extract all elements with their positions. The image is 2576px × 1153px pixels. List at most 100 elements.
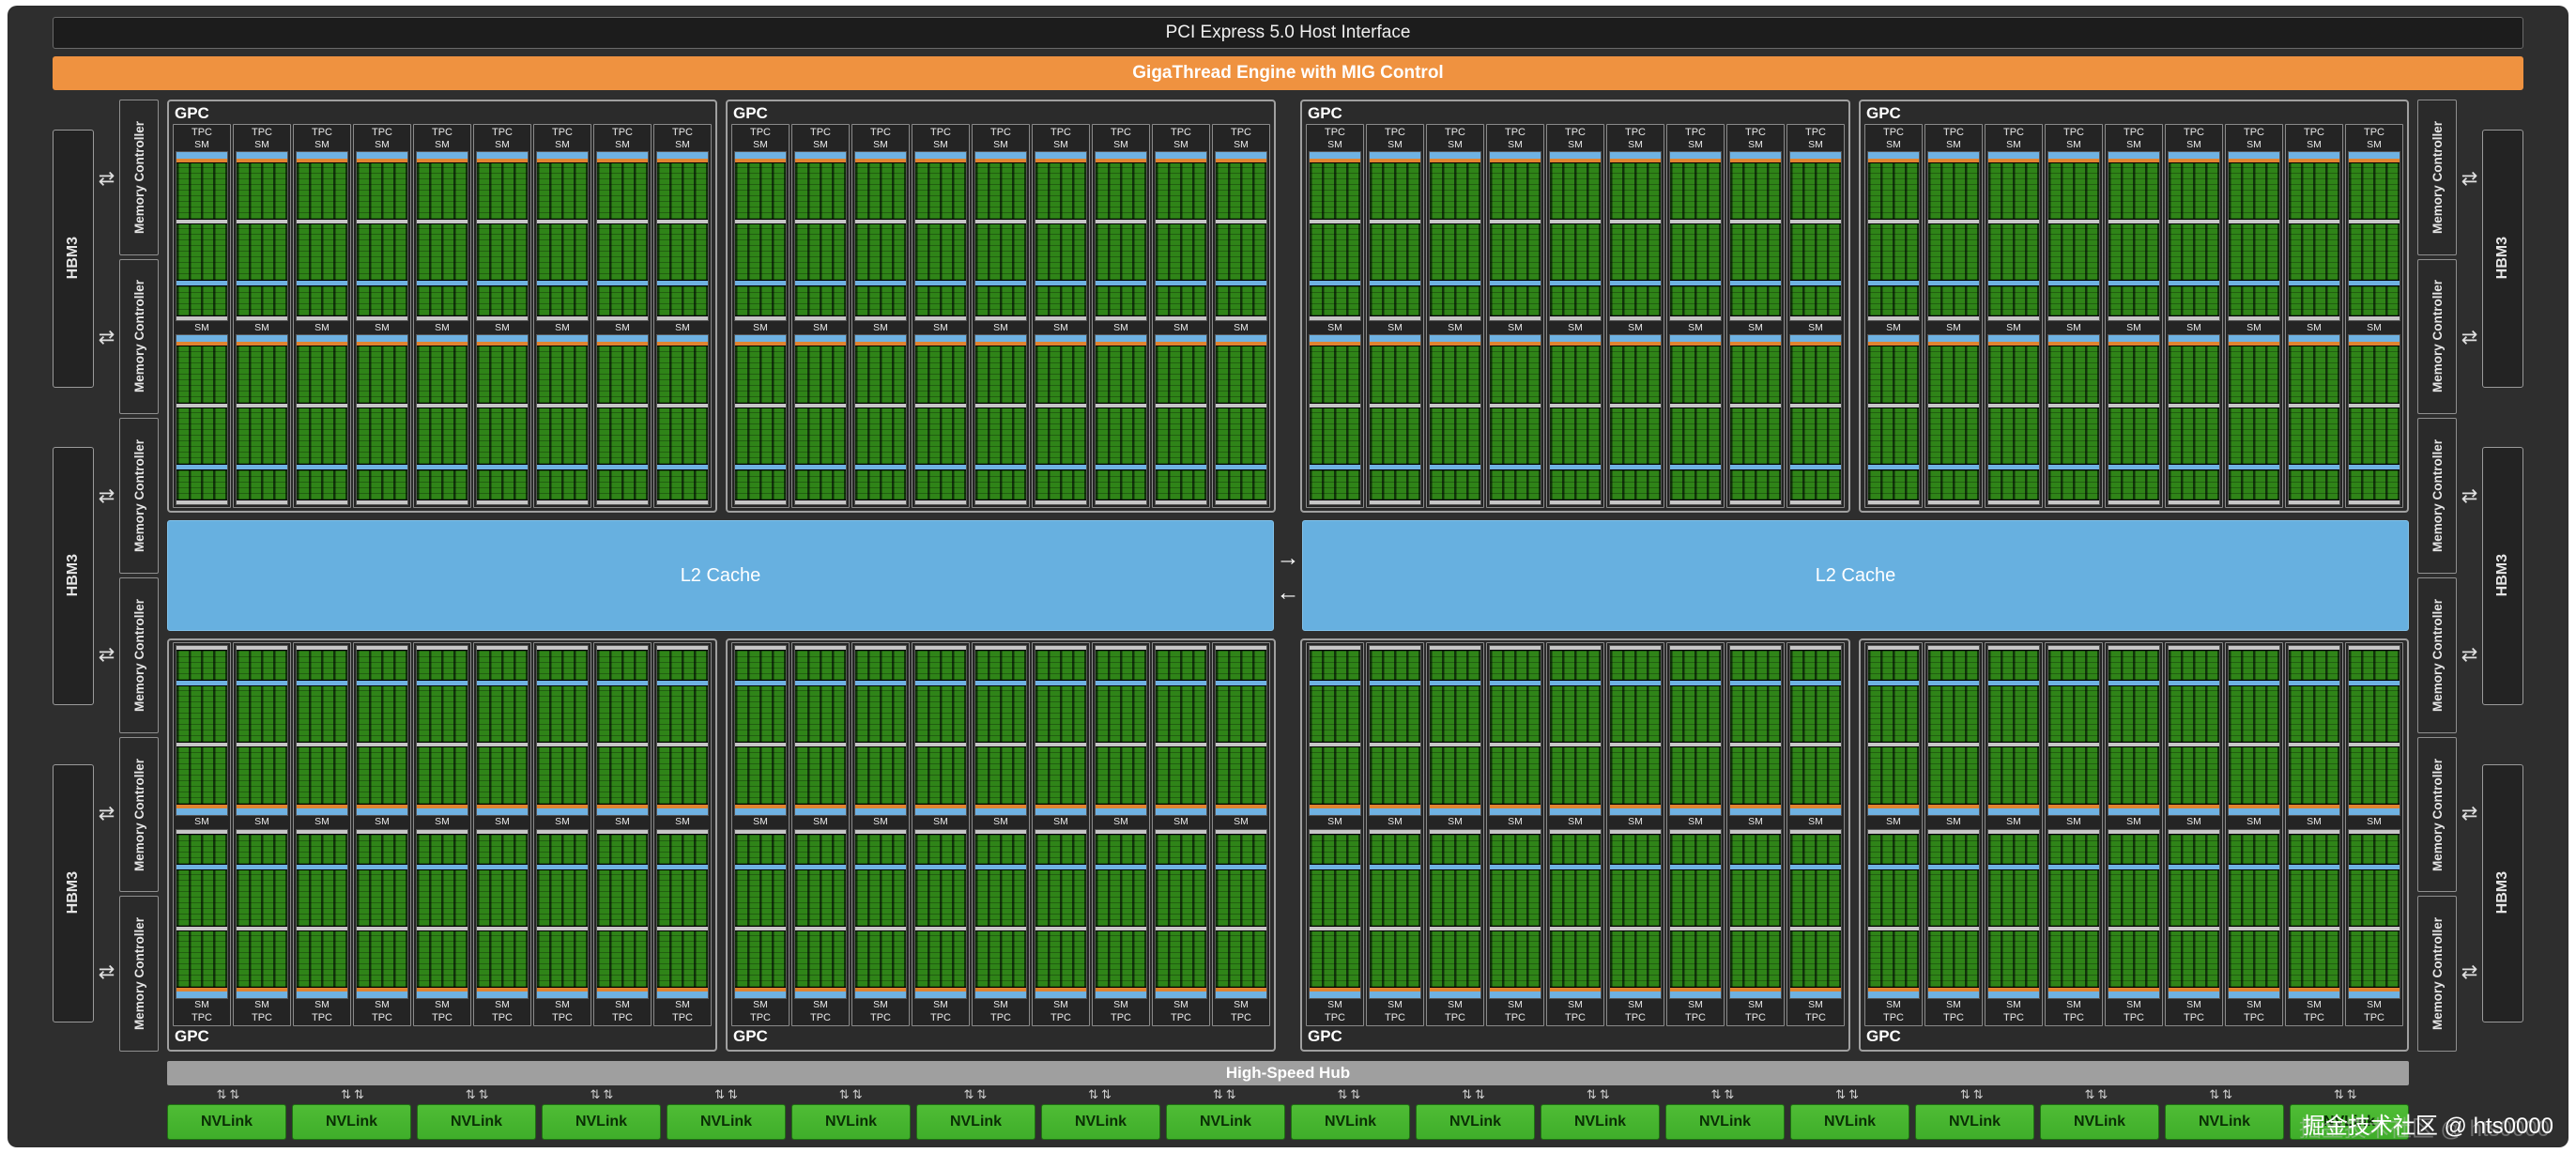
core-grid	[1216, 285, 1266, 316]
sm-block: SM	[1094, 322, 1148, 506]
sm-body	[794, 645, 847, 816]
memory-controller-column-left: Memory ControllerMemory ControllerMemory…	[119, 100, 159, 1052]
core-grid	[417, 469, 468, 500]
ldst-strip	[477, 500, 528, 504]
core-grid	[1370, 869, 1420, 927]
sm-block: SM	[1866, 139, 1921, 323]
updown-arrows-icon: ⇅⇅	[1413, 1085, 1538, 1104]
sm-label: SM	[1034, 999, 1088, 1011]
updown-arrows-icon: ⇅⇅	[541, 1085, 666, 1104]
memory-controller-block: Memory Controller	[119, 577, 159, 733]
hbm-column-right: HBM3HBM3HBM3	[2482, 100, 2523, 1052]
core-grid	[357, 834, 407, 865]
core-grid	[1216, 407, 1266, 465]
gpc-block: GPCTPCSMSMTPCSMSMTPCSMSMTPCSMSMTPCSMSMTP…	[1859, 100, 2409, 513]
l1-cache-strip	[1928, 992, 1979, 998]
sm-label: SM	[1926, 322, 1981, 334]
core-grid	[795, 162, 846, 220]
core-grid	[1550, 869, 1601, 927]
l1-cache-strip	[597, 808, 648, 815]
core-grid	[1790, 346, 1841, 403]
core-grid	[417, 346, 468, 403]
l1-cache-strip	[477, 808, 528, 815]
ldst-strip	[1868, 500, 1919, 504]
sm-block: SM	[235, 322, 289, 506]
sm-label: SM	[1154, 816, 1208, 828]
sm-label: SM	[235, 322, 289, 334]
sm-block: SM	[1308, 139, 1362, 323]
core-grid	[1035, 869, 1086, 927]
l1-cache-strip	[477, 992, 528, 998]
tpc-block: SMSMTPC	[1924, 642, 1983, 1026]
nvlink-block: NVLink	[1416, 1104, 1535, 1140]
sm-label: SM	[1548, 322, 1602, 334]
sm-body	[914, 334, 967, 505]
hbm3-block: HBM3	[53, 130, 94, 388]
l1-cache-strip	[1216, 335, 1266, 342]
tpc-label: TPC	[1986, 1011, 2041, 1024]
core-grid	[1490, 223, 1541, 281]
tpc-block: SMSMTPC	[791, 642, 850, 1026]
hbm3-label: HBM3	[65, 554, 82, 596]
updown-arrows-icon: ⇅⇅	[2284, 1085, 2409, 1104]
sm-block: SM	[2287, 139, 2341, 323]
hbm3-block: HBM3	[2482, 764, 2523, 1022]
sm-body	[1155, 151, 1207, 322]
tpc-label: TPC	[1154, 126, 1208, 139]
ldst-strip	[477, 316, 528, 320]
sm-body	[794, 829, 847, 1000]
bidirectional-arrow-icon: ⇄	[2457, 417, 2482, 576]
sm-body	[1729, 151, 1782, 322]
l2-cache-label: L2 Cache	[681, 565, 761, 587]
core-grid	[915, 223, 966, 281]
core-grid	[1610, 685, 1661, 743]
sm-body	[2168, 334, 2220, 505]
sm-block: SM	[853, 644, 908, 828]
sm-body	[476, 334, 529, 505]
l1-cache-strip	[237, 152, 287, 159]
tpc-block: SMSMTPC	[1092, 642, 1150, 1026]
tpc-label: TPC	[1548, 1011, 1602, 1024]
tpc-block: SMSMTPC	[353, 642, 411, 1026]
sm-label: SM	[175, 999, 229, 1011]
l1-cache-strip	[1310, 152, 1360, 159]
sm-block: SM	[974, 322, 1028, 506]
core-grid	[1430, 685, 1480, 743]
sm-label: SM	[974, 816, 1028, 828]
sm-body	[1369, 829, 1421, 1000]
sm-block: SM	[1488, 322, 1542, 506]
core-grid	[855, 746, 906, 804]
sm-block: SM	[2347, 644, 2401, 828]
sm-block: SM	[2047, 644, 2101, 828]
tpc-block: SMSMTPC	[173, 642, 231, 1026]
core-grid	[1490, 407, 1541, 465]
updown-arrows-icon: ⇅⇅	[790, 1085, 914, 1104]
l1-cache-strip	[417, 152, 468, 159]
sm-block: SM	[1608, 828, 1663, 1012]
core-grid	[1156, 834, 1206, 865]
core-grid	[1216, 869, 1266, 927]
l1-cache-strip	[1370, 152, 1420, 159]
core-grid	[1096, 346, 1146, 403]
gpc-label: GPC	[1306, 1026, 1845, 1047]
core-grid	[855, 223, 906, 281]
core-grid	[1370, 285, 1420, 316]
core-grid	[1370, 346, 1420, 403]
core-grid	[537, 162, 588, 220]
tpc-label: TPC	[974, 126, 1028, 139]
sm-label: SM	[475, 139, 529, 151]
core-grid	[795, 834, 846, 865]
tpc-block: SMSMTPC	[851, 642, 910, 1026]
core-grid	[2349, 162, 2400, 220]
core-grid	[176, 162, 227, 220]
ldst-strip	[1310, 500, 1360, 504]
tpc-label: TPC	[793, 126, 848, 139]
ldst-strip	[1610, 316, 1661, 320]
core-grid	[795, 869, 846, 927]
core-grid	[2169, 162, 2219, 220]
sm-body	[596, 151, 649, 322]
tpc-block: TPCSMSM	[1726, 124, 1785, 508]
core-grid	[1790, 869, 1841, 927]
core-grid	[657, 346, 708, 403]
core-grid	[1988, 285, 2039, 316]
